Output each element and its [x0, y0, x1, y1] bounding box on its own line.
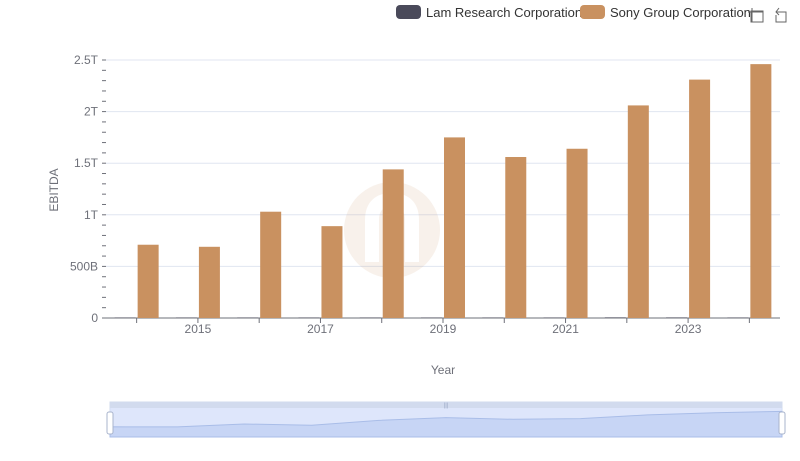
x-tick-label: 2019	[430, 322, 457, 336]
x-axis-title: Year	[431, 363, 455, 377]
bar-lam-research-2022[interactable]	[604, 317, 626, 318]
restore-icon[interactable]	[775, 7, 787, 23]
y-tick-label: 2T	[84, 105, 99, 119]
bar-lam-research-2018[interactable]	[359, 317, 381, 319]
legend-item-lam[interactable]: Lam Research Corporation	[396, 5, 582, 20]
bar-sony-group-2022[interactable]	[627, 105, 649, 319]
bar-sony-group-2020[interactable]	[505, 157, 527, 318]
datazoom-handle-left[interactable]	[106, 411, 114, 435]
y-tick-label: 1T	[84, 208, 99, 222]
bar-sony-group-2016[interactable]	[260, 211, 282, 318]
y-tick-label: 500B	[70, 259, 98, 273]
bar-lam-research-2015[interactable]	[175, 317, 197, 319]
y-tick-label: 2.5T	[74, 53, 99, 67]
bar-sony-group-2023[interactable]	[689, 79, 711, 318]
bar-lam-research-2021[interactable]	[543, 317, 565, 319]
x-tick-label: 2017	[307, 322, 334, 336]
bar-lam-research-2024[interactable]	[727, 317, 749, 319]
bar-lam-research-2023[interactable]	[666, 317, 688, 318]
bar-lam-research-2016[interactable]	[237, 317, 259, 319]
y-tick-label: 1.5T	[74, 156, 99, 170]
datazoom-top-bar[interactable]	[110, 402, 782, 408]
datazoom-grip-icon: |||	[444, 403, 449, 409]
legend-swatch-lam	[396, 5, 421, 19]
y-tick-label: 0	[91, 311, 98, 325]
y-axis-ticks: 0 500B 1T 1.5T 2T 2.5T	[70, 53, 106, 325]
x-axis: 2015 2017 2019 2021 2023	[106, 317, 780, 336]
bar-lam-research-2020[interactable]	[482, 317, 504, 319]
datazoom-slider[interactable]: |||	[106, 401, 786, 438]
bar-sony-group-2024[interactable]	[750, 64, 772, 319]
x-tick-label: 2021	[552, 322, 579, 336]
bar-sony-group-2021[interactable]	[566, 148, 588, 318]
bar-sony-group-2014[interactable]	[137, 244, 159, 318]
x-tick-label: 2023	[675, 322, 702, 336]
bar-lam-research-2017[interactable]	[298, 317, 320, 319]
datazoom-handle-right[interactable]	[778, 411, 786, 435]
legend-label-lam: Lam Research Corporation	[426, 5, 582, 20]
legend: Lam Research Corporation Sony Group Corp…	[396, 5, 751, 20]
zoom-icon[interactable]	[748, 8, 764, 23]
legend-item-sony[interactable]: Sony Group Corporation	[580, 5, 751, 20]
bar-sony-group-2017[interactable]	[321, 226, 343, 318]
bar-lam-research-2014[interactable]	[114, 317, 136, 319]
legend-label-sony: Sony Group Corporation	[610, 5, 751, 20]
bar-sony-group-2018[interactable]	[382, 169, 404, 318]
bars-layer	[114, 64, 772, 319]
bar-sony-group-2015[interactable]	[198, 246, 220, 318]
x-tick-label: 2015	[185, 322, 212, 336]
bar-lam-research-2019[interactable]	[421, 317, 442, 319]
legend-swatch-sony	[580, 5, 605, 19]
bar-sony-group-2019[interactable]	[444, 137, 465, 318]
y-axis-title: EBITDA	[47, 168, 61, 211]
